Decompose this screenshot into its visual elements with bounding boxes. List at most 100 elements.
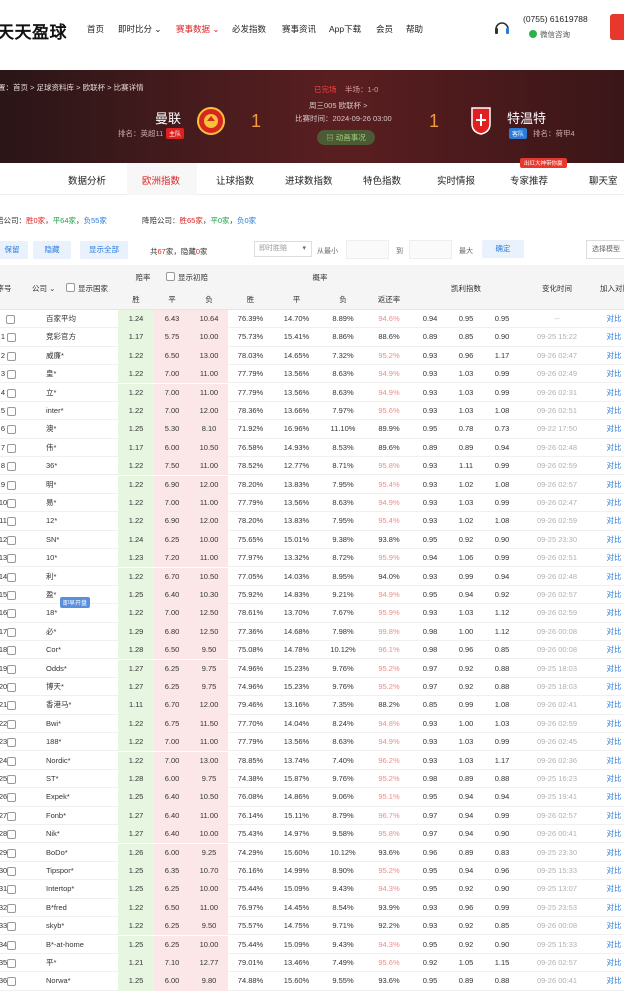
row-select-checkbox[interactable]: [7, 370, 16, 380]
row-select-checkbox[interactable]: [7, 664, 16, 674]
row-select-checkbox[interactable]: [7, 572, 16, 582]
login-button[interactable]: [610, 14, 624, 40]
row-select-checkbox[interactable]: [7, 591, 16, 600]
row-select-checkbox[interactable]: [7, 351, 16, 361]
row-select-checkbox[interactable]: [7, 793, 16, 803]
company-name[interactable]: 18*: [46, 608, 58, 618]
show-country-checkbox[interactable]: [66, 283, 75, 292]
company-name[interactable]: 博天*: [46, 682, 64, 691]
compare-link[interactable]: 对比: [606, 553, 622, 563]
company-name[interactable]: Expek*: [46, 792, 70, 802]
company-name[interactable]: B*fred: [46, 902, 67, 912]
nav-news[interactable]: 赛事资讯: [282, 24, 317, 34]
company-name[interactable]: B*-at-home: [46, 939, 84, 949]
row-select-checkbox[interactable]: [7, 443, 16, 453]
row-select-checkbox[interactable]: [7, 848, 16, 858]
compare-link[interactable]: 对比: [606, 350, 622, 360]
row-select-checkbox[interactable]: [7, 480, 16, 490]
row-select-checkbox[interactable]: [7, 811, 16, 821]
row-select-checkbox[interactable]: [7, 554, 16, 564]
row-select-checkbox[interactable]: [7, 922, 16, 932]
compare-link[interactable]: 对比: [606, 958, 622, 967]
compare-link[interactable]: 对比: [606, 424, 622, 434]
compare-link[interactable]: 对比: [606, 774, 622, 783]
row-select-checkbox[interactable]: [7, 775, 16, 784]
compare-link[interactable]: 对比: [606, 755, 622, 765]
company-name[interactable]: 36*: [46, 461, 58, 471]
company-name[interactable]: 皇*: [46, 369, 57, 379]
company-name[interactable]: 12*: [46, 516, 58, 526]
nav-betfair-index[interactable]: 必发指数: [232, 24, 267, 34]
company-name[interactable]: Intertop*: [46, 884, 75, 894]
tab-expert-picks[interactable]: 专家推荐: [510, 176, 549, 187]
header-company[interactable]: 公司 ⌄: [32, 284, 56, 293]
compare-link[interactable]: 对比: [606, 332, 622, 342]
compare-link[interactable]: 对比: [606, 847, 622, 857]
tab-data-analysis[interactable]: 数据分析: [68, 176, 107, 187]
nav-help[interactable]: 帮助: [406, 24, 424, 34]
company-name[interactable]: ST*: [46, 774, 59, 783]
company-name[interactable]: 香港马*: [46, 700, 72, 710]
compare-link[interactable]: 对比: [606, 700, 622, 710]
company-name[interactable]: 澳*: [46, 424, 57, 434]
row-select-checkbox[interactable]: [7, 903, 16, 913]
compare-link[interactable]: 对比: [606, 810, 622, 820]
company-name[interactable]: 必*: [46, 626, 57, 636]
row-select-checkbox[interactable]: [7, 959, 16, 968]
breadcrumb[interactable]: 置：首页 > 足球资料库 > 欧联杯 > 比赛详情: [0, 83, 144, 92]
row-select-checkbox[interactable]: [7, 407, 16, 416]
nav-app-download[interactable]: App下载: [329, 24, 362, 34]
company-name[interactable]: Cor*: [46, 645, 62, 655]
tab-chat-room[interactable]: 聊天室: [589, 176, 618, 187]
compare-link[interactable]: 对比: [606, 314, 622, 323]
compare-link[interactable]: 对比: [606, 902, 622, 912]
compare-link[interactable]: 对比: [606, 682, 622, 691]
company-name[interactable]: 188*: [46, 737, 62, 747]
compare-link[interactable]: 对比: [606, 626, 622, 636]
tab-goals-odds[interactable]: 进球数指数: [285, 176, 333, 187]
company-name[interactable]: Norwa*: [46, 976, 71, 986]
tab-handicap-odds[interactable]: 让球指数: [216, 176, 255, 187]
company-name[interactable]: Nordic*: [46, 755, 71, 765]
company-name[interactable]: Tipspor*: [46, 866, 74, 875]
company-name[interactable]: skyb*: [46, 921, 65, 931]
row-select-checkbox[interactable]: [7, 333, 16, 343]
hide-button[interactable]: 隐藏: [33, 241, 71, 259]
company-name[interactable]: Fonb*: [46, 810, 67, 820]
row-select-checkbox[interactable]: [7, 977, 16, 987]
animation-live-button[interactable]: ▤ 动画事况: [317, 130, 375, 145]
row-select-checkbox[interactable]: [7, 756, 16, 766]
company-name[interactable]: Nik*: [46, 829, 60, 839]
compare-link[interactable]: 对比: [606, 645, 622, 655]
compare-link[interactable]: 对比: [606, 442, 622, 452]
row-select-checkbox[interactable]: [7, 738, 16, 748]
company-name[interactable]: Bwi*: [46, 718, 62, 728]
nav-live-scores[interactable]: 即时比分 ⌄: [118, 24, 162, 34]
company-name[interactable]: 立*: [46, 387, 57, 397]
compare-link[interactable]: 对比: [606, 792, 622, 802]
compare-link[interactable]: 对比: [606, 718, 622, 728]
row-select-checkbox[interactable]: [7, 885, 16, 895]
odds-type-select[interactable]: 即时胜赔 ▾: [254, 241, 312, 257]
compare-link[interactable]: 对比: [606, 461, 622, 471]
compare-link[interactable]: 对比: [606, 737, 622, 747]
company-name[interactable]: 威廉*: [46, 350, 64, 360]
max-input[interactable]: [409, 240, 452, 259]
compare-link[interactable]: 对比: [606, 387, 622, 397]
show-initial-checkbox[interactable]: [166, 272, 175, 281]
company-name[interactable]: 明*: [46, 479, 57, 489]
compare-link[interactable]: 对比: [606, 571, 622, 581]
compare-link[interactable]: 对比: [606, 590, 622, 599]
row-select-checkbox[interactable]: [7, 683, 16, 692]
match-round-info[interactable]: 周三005 欧联杯 >: [309, 101, 368, 110]
row-select-checkbox[interactable]: [7, 719, 16, 729]
compare-link[interactable]: 对比: [606, 516, 622, 526]
home-team-name[interactable]: 曼联: [155, 111, 182, 126]
company-name[interactable]: inter*: [46, 406, 64, 415]
row-select-checkbox[interactable]: [7, 646, 16, 656]
compare-link[interactable]: 对比: [606, 663, 622, 673]
company-name[interactable]: BoDo*: [46, 847, 68, 857]
company-name[interactable]: 盈*: [46, 590, 57, 599]
min-input[interactable]: [346, 240, 389, 259]
row-select-checkbox[interactable]: [7, 462, 16, 472]
